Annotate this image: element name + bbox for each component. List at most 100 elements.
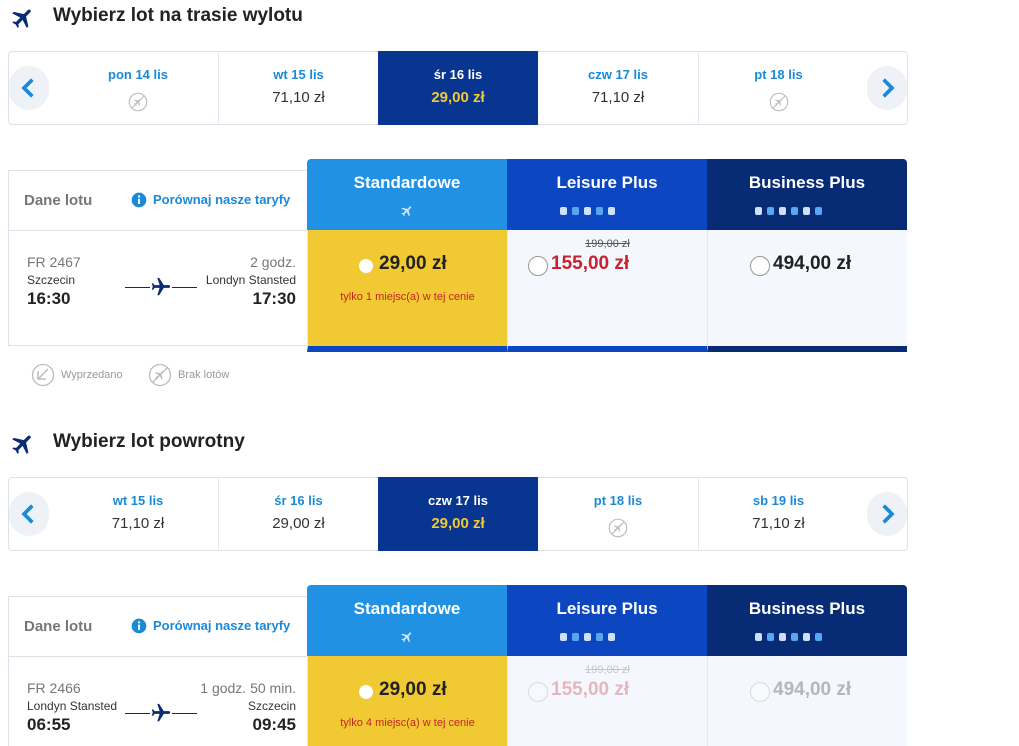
date-cell[interactable]: czw 17 lis 71,10 zł: [538, 51, 698, 125]
departure-time: 06:55: [27, 715, 71, 734]
benefit-icon: [560, 207, 567, 215]
plane-icon: [150, 702, 172, 724]
duration: 1 godz. 50 min.: [200, 680, 296, 696]
details-label: Dane lotu: [24, 192, 93, 209]
legend-label: Brak lotów: [178, 369, 230, 381]
flight-number: FR 2466: [27, 680, 81, 696]
compare-link[interactable]: Porównaj nasze taryfy: [153, 192, 291, 207]
radio-button: [356, 256, 376, 276]
plane-icon: [10, 5, 36, 31]
date-label: śr 16 lis: [274, 493, 323, 508]
plane-icon-svg: [12, 435, 31, 454]
no-flight-icon-svg: [148, 363, 172, 387]
no-flight-icon-svg: [128, 92, 148, 112]
fare-header: Leisure Plus: [507, 585, 707, 656]
date-label: czw 17 lis: [588, 67, 648, 82]
radio-button: [750, 682, 770, 702]
fare-option[interactable]: 199,00 zł 155,00 zł: [507, 230, 707, 352]
fare-price: 494,00 zł: [773, 679, 852, 700]
date-cell[interactable]: śr 16 lis 29,00 zł: [378, 51, 538, 125]
fare-name: Standardowe: [353, 599, 461, 618]
date-price: 71,10 zł: [272, 89, 325, 106]
details-label: Dane lotu: [24, 618, 93, 635]
date-cell[interactable]: pon 14 lis: [58, 51, 218, 125]
flight-details: Dane lotu Porównaj nasze taryfy FR 2466 Lon…: [8, 596, 308, 746]
info-icon: [131, 618, 147, 634]
info-icon: [131, 192, 147, 208]
date-cell[interactable]: sb 19 lis 71,10 zł: [698, 477, 858, 551]
date-price: 71,10 zł: [591, 89, 645, 106]
benefit-icon: [584, 207, 591, 215]
fare-option[interactable]: 199,00 zł 155,00 zł: [507, 656, 707, 746]
benefit-icon: [596, 207, 603, 215]
date-cell[interactable]: czw 17 lis 29,00 zł: [378, 477, 538, 551]
plane-icon-svg: [401, 632, 412, 643]
benefit-icon: [815, 633, 822, 641]
date-label: pon 14 lis: [108, 67, 168, 82]
benefit-icon: [803, 633, 810, 641]
benefit-icon: [779, 633, 786, 641]
benefit-icon: [572, 207, 579, 215]
next-arrow[interactable]: [867, 66, 907, 110]
benefit-icon: [767, 633, 774, 641]
destination: Londyn Stansted: [205, 273, 296, 287]
compare-link[interactable]: Porównaj nasze taryfy: [153, 618, 291, 633]
fare-header: Business Plus: [707, 585, 907, 656]
radio-button: [356, 682, 376, 702]
no-flight-icon: [769, 92, 789, 112]
flight-details: Dane lotu Porównaj nasze taryfy FR 2467 Szc…: [8, 170, 308, 346]
benefit-icon: [815, 207, 822, 215]
details-header: [9, 597, 308, 657]
date-label: pt 18 lis: [593, 493, 643, 508]
prev-arrow[interactable]: [9, 492, 49, 536]
origin: Londyn Stansted: [27, 699, 118, 713]
prev-arrow[interactable]: [9, 66, 49, 110]
fare-name: Standardowe: [353, 173, 461, 192]
fare-price: 494,00 zł: [773, 253, 852, 274]
no-flight-icon: [608, 518, 628, 538]
prev-arrow-svg: [21, 504, 34, 524]
date-label: czw 17 lis: [428, 493, 488, 508]
fare-header: Leisure Plus: [507, 159, 707, 230]
fare-name: Leisure Plus: [556, 173, 658, 192]
departure-time: 16:30: [27, 289, 71, 308]
plane-icon-svg: [401, 206, 412, 217]
info-icon-svg: [131, 192, 147, 208]
benefit-icon: [560, 633, 567, 641]
fare-name: Leisure Plus: [556, 599, 658, 618]
fare-option[interactable]: 494,00 zł: [707, 656, 907, 746]
flight-number: FR 2467: [27, 254, 81, 270]
plane-icon: [10, 431, 36, 457]
next-arrow[interactable]: [867, 492, 907, 536]
section-title: Wybierz lot na trasie wylotu: [53, 5, 303, 26]
benefit-icon: [779, 207, 786, 215]
date-cell[interactable]: wt 15 lis 71,10 zł: [218, 51, 378, 125]
benefit-icon: [572, 633, 579, 641]
fare-name: Business Plus: [748, 599, 866, 618]
date-label: sb 19 lis: [752, 493, 805, 508]
date-label: wt 15 lis: [112, 493, 164, 508]
fare-name: Business Plus: [748, 173, 866, 192]
duration: 2 godz.: [250, 254, 296, 270]
benefit-icon: [791, 207, 798, 215]
date-cell[interactable]: wt 15 lis 71,10 zł: [58, 477, 218, 551]
fare-header: Business Plus: [707, 159, 907, 230]
date-label: wt 15 lis: [273, 67, 324, 82]
old-price: 199,00 zł: [585, 238, 630, 250]
plane-icon-svg: [151, 703, 171, 722]
date-price: 71,10 zł: [111, 515, 165, 532]
plane-icon: [400, 630, 414, 644]
date-label: śr 16 lis: [433, 67, 483, 82]
fare-option[interactable]: 29,00 zł tylko 4 miejsc(a) w tej cenie: [307, 656, 507, 746]
legend-label: Wyprzedano: [61, 369, 123, 381]
date-cell[interactable]: pt 18 lis: [698, 51, 858, 125]
fare-option[interactable]: 494,00 zł: [707, 230, 907, 352]
benefit-icon: [596, 633, 603, 641]
date-cell[interactable]: pt 18 lis: [538, 477, 698, 551]
fare-note: tylko 4 miejsc(a) w tej cenie: [340, 717, 475, 729]
fare-price: 29,00 zł: [379, 253, 447, 274]
radio-button: [528, 682, 548, 702]
date-cell[interactable]: śr 16 lis 29,00 zł: [218, 477, 378, 551]
fare-option[interactable]: 29,00 zł tylko 1 miejsc(a) w tej cenie: [307, 230, 507, 352]
